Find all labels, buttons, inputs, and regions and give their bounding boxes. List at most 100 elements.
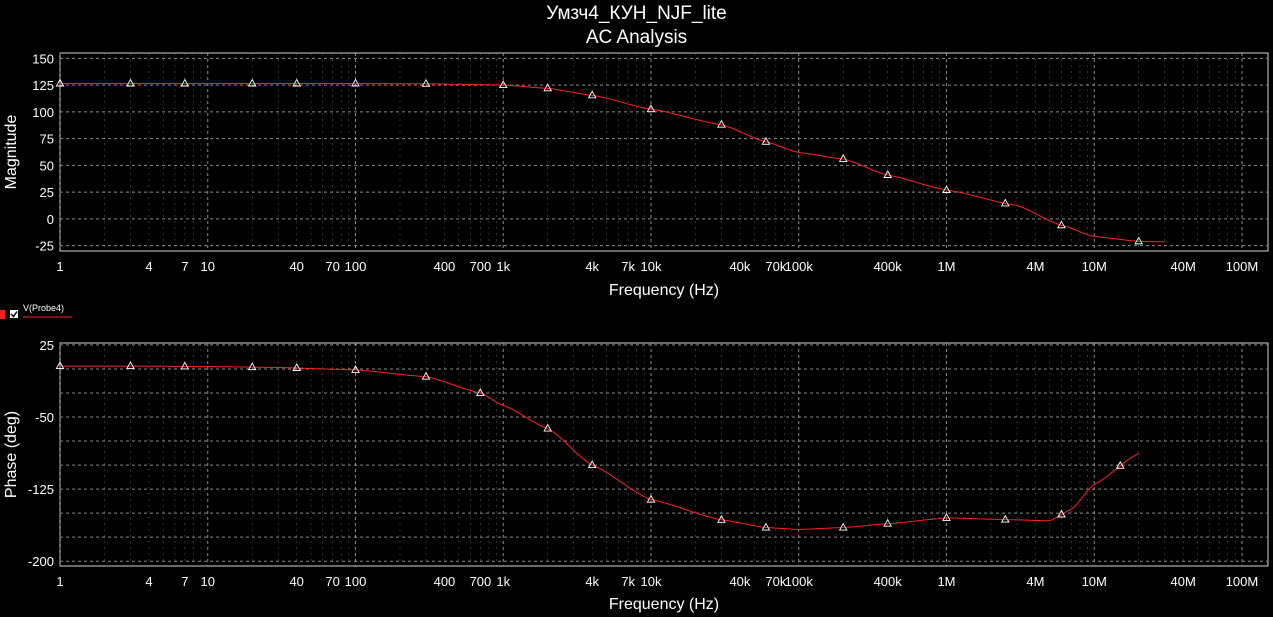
y-tick-label: 25: [40, 338, 54, 353]
y-tick-label: 100: [32, 105, 54, 120]
x-tick-label: 70: [325, 574, 339, 589]
y-axis-label: Magnitude: [3, 115, 20, 190]
data-point-marker: [883, 170, 893, 178]
legend-check-icon: [10, 311, 18, 318]
y-tick-label: 125: [32, 78, 54, 93]
data-point-marker: [1115, 460, 1125, 469]
x-tick-label: 40k: [729, 259, 750, 274]
x-tick-label: 4: [145, 574, 152, 589]
x-tick-label: 40k: [729, 574, 750, 589]
x-tick-label: 1k: [496, 574, 510, 589]
legend-checkbox[interactable]: [10, 310, 18, 318]
x-tick-label: 4: [145, 259, 152, 274]
data-point-marker: [126, 361, 135, 370]
x-tick-label: 4k: [585, 259, 599, 274]
x-tick-label: 100k: [785, 259, 814, 274]
x-tick-label: 7: [181, 259, 188, 274]
data-point-marker: [1134, 236, 1144, 245]
x-tick-label: 100: [345, 574, 367, 589]
series-line: [60, 83, 1165, 243]
data-point-marker: [126, 78, 135, 87]
chart-title-line-2: AC Analysis: [585, 27, 688, 48]
x-tick-label: 10: [201, 574, 215, 589]
y-tick-label: -125: [28, 482, 54, 497]
plot-frame: [59, 52, 1269, 252]
x-axis-label: Frequency (Hz): [609, 596, 719, 613]
x-tick-label: 1k: [496, 259, 510, 274]
chart-title-line-1: Умзч4_КУН_NJF_lite: [546, 3, 727, 24]
x-tick-label: 700: [470, 259, 492, 274]
y-tick-label: -50: [35, 410, 54, 425]
data-point-marker: [247, 362, 257, 371]
data-point-marker: [292, 78, 302, 87]
x-tick-label: 400k: [874, 259, 903, 274]
data-point-marker: [292, 363, 302, 371]
x-tick-label: 100k: [785, 574, 814, 589]
data-point-marker: [717, 514, 726, 523]
x-tick-label: 1M: [937, 574, 955, 589]
plot-panel-1: 150 125 100 75 50 25 0 -251 4 7 10 40 70 100 400 700 1k 4…: [3, 51, 1269, 299]
series-line: [60, 365, 1139, 530]
data-point-marker: [475, 388, 485, 396]
x-tick-label: 1M: [937, 259, 955, 274]
y-tick-label: 0: [47, 212, 54, 227]
x-tick-label: 1: [56, 259, 63, 274]
x-tick-label: 70k: [765, 574, 786, 589]
data-point-marker: [646, 104, 656, 113]
legend-label: V(Probe4): [23, 303, 64, 313]
data-point-marker: [180, 78, 190, 87]
data-point-marker: [543, 83, 553, 92]
data-point-marker: [55, 361, 65, 370]
x-tick-label: 1: [56, 574, 63, 589]
data-point-marker: [587, 90, 597, 99]
x-tick-label: 4M: [1026, 259, 1044, 274]
data-point-marker: [761, 522, 771, 531]
x-tick-label: 10M: [1082, 574, 1107, 589]
y-axis-label: Phase (deg): [3, 411, 20, 498]
data-point-marker: [543, 423, 553, 432]
x-tick-label: 70: [325, 259, 339, 274]
y-tick-label: 150: [32, 51, 54, 66]
y-tick-label: 50: [40, 158, 54, 173]
x-tick-label: 700: [470, 574, 492, 589]
data-point-marker: [646, 494, 656, 503]
x-tick-label: 4k: [585, 574, 599, 589]
chart-title: Умзч4_КУН_NJF_lite AC Analysis: [0, 2, 1273, 50]
x-tick-label: 7k: [621, 574, 635, 589]
x-tick-label: 10M: [1082, 259, 1107, 274]
plot-frame: [59, 342, 1269, 567]
data-point-marker: [1000, 198, 1010, 207]
x-tick-label: 70k: [765, 259, 786, 274]
data-point-marker: [421, 78, 431, 87]
data-point-marker: [838, 522, 848, 531]
data-point-marker: [55, 78, 65, 87]
y-tick-label: -25: [35, 239, 54, 254]
x-tick-label: 7: [181, 574, 188, 589]
data-point-marker: [1000, 514, 1010, 523]
legend-color-marker: [0, 310, 5, 319]
data-point-marker: [1057, 509, 1066, 518]
data-point-marker: [421, 371, 431, 380]
data-point-marker: [351, 78, 360, 87]
legend[interactable]: V(Probe4): [0, 303, 72, 319]
data-point-marker: [587, 460, 597, 469]
data-point-marker: [883, 518, 893, 527]
x-tick-label: 400: [434, 259, 456, 274]
x-tick-label: 40M: [1171, 574, 1196, 589]
data-point-marker: [717, 119, 726, 128]
y-tick-label: 25: [40, 185, 54, 200]
x-tick-label: 40: [289, 574, 303, 589]
data-point-marker: [761, 136, 771, 145]
x-tick-label: 4M: [1026, 574, 1044, 589]
data-point-marker: [351, 364, 360, 373]
y-tick-label: -200: [28, 554, 54, 569]
data-point-marker: [180, 361, 190, 370]
y-tick-label: 75: [40, 132, 54, 147]
data-point-marker: [838, 154, 848, 162]
x-tick-label: 10k: [641, 259, 662, 274]
x-tick-label: 10: [201, 259, 215, 274]
data-point-marker: [498, 80, 508, 89]
x-tick-label: 100M: [1226, 574, 1259, 589]
data-point-marker: [1057, 220, 1066, 229]
